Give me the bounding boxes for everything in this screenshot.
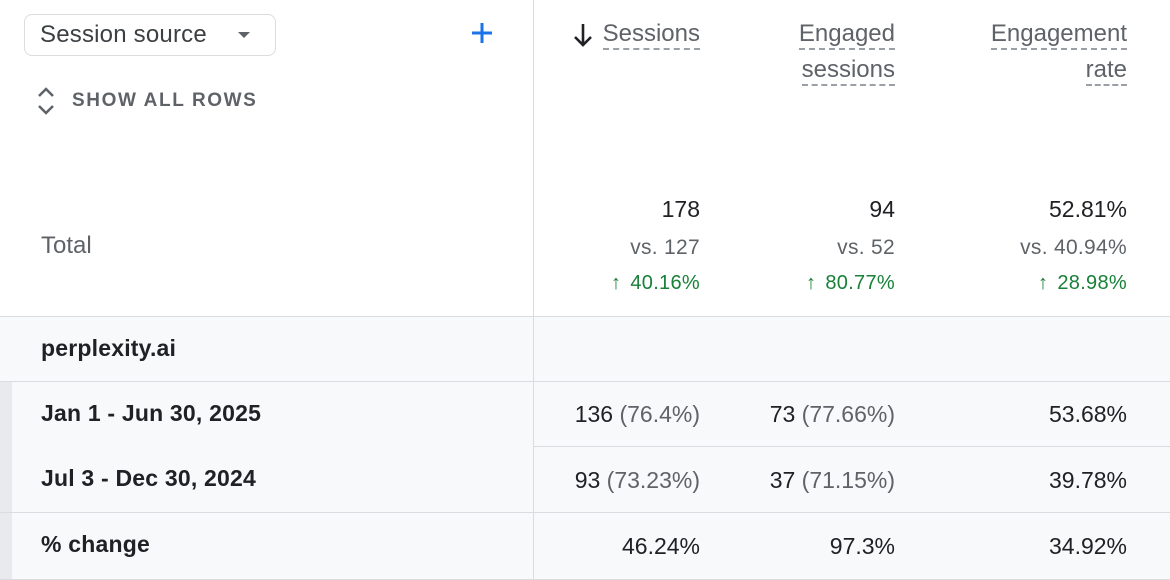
change-row-label-cell [12, 513, 534, 579]
change-engaged: 97.3% [829, 533, 895, 559]
change-rate: 34.92% [1048, 533, 1127, 559]
arrow-up-icon: ↑ [1038, 272, 1049, 294]
row-2-engaged: 37 (71.15%) [770, 467, 895, 494]
engaged-sessions-total-change: ↑ 80.77% [806, 272, 895, 295]
row-2-engaged-pct: (71.15%) [801, 467, 895, 493]
sessions-change-value: 40.16% [630, 272, 700, 294]
table-header: Session source SHOW ALL ROWS Total [0, 0, 1170, 317]
add-dimension-button[interactable] [466, 17, 498, 49]
change-row-label: % change [41, 531, 150, 557]
row-label-period-2: Jul 3 - Dec 30, 2024 [41, 465, 256, 491]
engaged-sessions-total-compare: vs. 52 [837, 236, 895, 259]
dimension-header-cell: Session source SHOW ALL ROWS Total [0, 0, 534, 316]
engaged-change-value: 80.77% [825, 272, 895, 294]
engagement-rate-column: Engagement rate 52.81% vs. 40.94% ↑ 28.98… [947, 0, 1127, 316]
row-1-engaged-value: 73 [769, 401, 796, 427]
engaged-header-line1: Engaged [798, 20, 895, 50]
sessions-header-label: Sessions [602, 20, 700, 50]
caret-down-icon [238, 32, 250, 38]
engaged-sessions-total: 94 [869, 196, 895, 222]
dimension-select[interactable]: Session source [24, 14, 276, 56]
rate-header-line2: rate [1085, 56, 1127, 86]
group-row-label-cell [12, 317, 534, 381]
row-2-engaged-value: 37 [769, 467, 796, 493]
show-all-rows-label: SHOW ALL ROWS [72, 90, 258, 111]
dimension-select-label: Session source [40, 21, 207, 48]
group-row[interactable]: perplexity.ai [0, 317, 1170, 382]
sessions-column: Sessions 178 vs. 127 ↑ 40.16% [540, 0, 700, 316]
row-indent-stripe [0, 382, 12, 512]
engagement-rate-column-header[interactable]: Engagement rate [990, 16, 1127, 88]
row-1-engaged-pct: (77.66%) [801, 401, 895, 427]
engagement-rate-total-compare: vs. 40.94% [1020, 236, 1127, 259]
change-sessions: 46.24% [621, 533, 700, 559]
engaged-header-line2: sessions [801, 56, 895, 86]
group-row-label: perplexity.ai [41, 335, 177, 361]
rate-header-line1: Engagement [990, 20, 1127, 50]
table-row-group: Jan 1 - Jun 30, 2025 136 (76.4%) 73 (77.… [0, 382, 1170, 513]
row-1-sessions-value: 136 [574, 401, 614, 427]
row-divider [534, 446, 1170, 447]
show-all-rows-button[interactable]: SHOW ALL ROWS [36, 86, 257, 116]
unfold-icon [38, 87, 54, 115]
row-2-sessions-pct: (73.23%) [606, 467, 700, 493]
arrow-up-icon: ↑ [806, 272, 817, 294]
engaged-sessions-column-header[interactable]: Engaged sessions [798, 16, 895, 88]
arrow-down-icon [573, 23, 592, 47]
sessions-column-header[interactable]: Sessions [573, 16, 700, 52]
row-2-sessions-value: 93 [574, 467, 601, 493]
plus-icon [472, 23, 492, 43]
sessions-total-change: ↑ 40.16% [611, 272, 700, 295]
row-1-sessions-pct: (76.4%) [619, 401, 700, 427]
engagement-rate-total-change: ↑ 28.98% [1038, 272, 1127, 295]
sessions-total-compare: vs. 127 [630, 236, 700, 259]
row-1-sessions: 136 (76.4%) [575, 401, 700, 428]
row-2-rate: 39.78% [1048, 467, 1127, 493]
rate-change-value: 28.98% [1057, 272, 1127, 294]
row-2-sessions: 93 (73.23%) [575, 467, 700, 494]
total-label: Total [41, 232, 92, 259]
engagement-rate-total: 52.81% [1048, 196, 1127, 222]
row-1-engaged: 73 (77.66%) [770, 401, 895, 428]
engaged-sessions-column: Engaged sessions 94 vs. 52 ↑ 80.77% [735, 0, 895, 316]
row-label-period-1: Jan 1 - Jun 30, 2025 [41, 400, 262, 426]
row-1-rate: 53.68% [1048, 401, 1127, 427]
row-indent-stripe [0, 513, 12, 579]
row-label-cell [12, 382, 534, 512]
arrow-up-icon: ↑ [611, 272, 622, 294]
sessions-total: 178 [661, 196, 700, 222]
change-row: % change 46.24% 97.3% 34.92% [0, 513, 1170, 580]
